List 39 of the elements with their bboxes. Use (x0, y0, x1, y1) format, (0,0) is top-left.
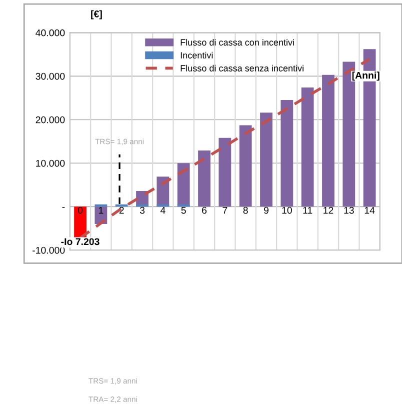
bar (177, 204, 190, 207)
y-tick-label: 30.000 (36, 72, 65, 80)
x-tick-label: 7 (222, 206, 228, 214)
x-tick-label: 9 (264, 206, 268, 214)
x-tick-label: 13 (344, 206, 354, 214)
legend-label: Flusso di cassa senza incentivi (180, 64, 304, 72)
x-tick-label: 11 (303, 206, 312, 214)
bar (156, 204, 170, 207)
bar (94, 204, 108, 207)
bar (136, 204, 148, 207)
y-tick-label: - (62, 207, 65, 208)
x-tick-label: 2 (119, 206, 124, 214)
x-tick-label: 12 (324, 206, 334, 214)
data-label: -Io 7.203 (61, 238, 100, 246)
bar (301, 87, 314, 207)
y-tick-label: 40.000 (36, 29, 65, 36)
legend-label: Flusso di cassa con incentivi (180, 38, 294, 46)
bar (198, 150, 210, 207)
bar (218, 138, 232, 207)
bar (260, 112, 272, 207)
x-tick-label: 6 (202, 206, 207, 214)
y-tick-label: -10.000 (32, 246, 65, 254)
x-tick-label: 8 (243, 206, 248, 214)
x-tick-label: 1 (98, 206, 104, 214)
x-tick-label: 14 (364, 206, 375, 214)
bar (322, 74, 334, 207)
y-tick-label: 10.000 (36, 160, 65, 167)
bar (280, 100, 294, 207)
x-tick-label: 10 (282, 206, 292, 214)
x-tick-label: 3 (140, 206, 145, 214)
bar (115, 204, 128, 207)
x-tick-label: 4 (160, 206, 166, 214)
y-axis-title: [€] (91, 10, 102, 20)
y-tick-label: 20.000 (36, 116, 65, 124)
x-axis-title: [Anni] (352, 72, 380, 81)
x-tick-label: 5 (181, 206, 186, 214)
bar (239, 125, 252, 207)
x-tick-label: 0 (78, 206, 83, 214)
legend-label: Incentivi (180, 52, 213, 59)
